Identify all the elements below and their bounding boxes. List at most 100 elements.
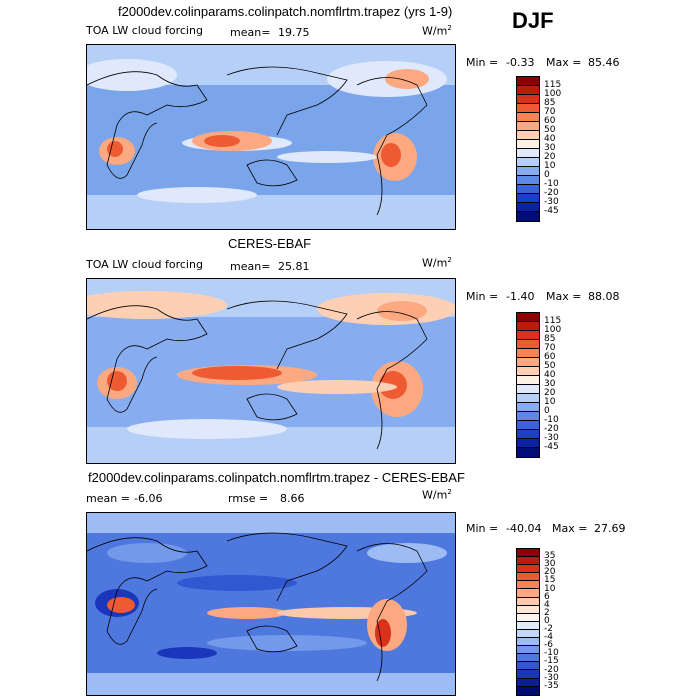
panel-1-mean-label: mean= xyxy=(230,26,271,39)
colorbar-swatch xyxy=(517,394,539,403)
colorbar-tick-label: -30 xyxy=(544,672,559,683)
colorbar-swatch xyxy=(517,448,539,457)
colorbar-swatch xyxy=(517,654,539,663)
panel-2-title: CERES-EBAF xyxy=(228,236,312,251)
colorbar-tick-label: 50 xyxy=(544,125,556,135)
panel-1-colorbar xyxy=(516,76,540,222)
colorbar-swatch xyxy=(517,621,539,630)
colorbar-tick-label: 35 xyxy=(544,551,556,562)
colorbar-tick-label: 50 xyxy=(544,361,556,371)
colorbar-swatch xyxy=(517,167,539,176)
panel-3-mean-value: -6.06 xyxy=(134,492,163,505)
panel-2-min-value: -1.40 xyxy=(506,290,535,303)
colorbar-swatch xyxy=(517,430,539,439)
colorbar-swatch xyxy=(517,565,539,574)
colorbar-tick-label: 100 xyxy=(544,325,562,335)
colorbar-swatch xyxy=(517,581,539,590)
colorbar-swatch xyxy=(517,322,539,331)
colorbar-tick-label: 115 xyxy=(544,316,562,326)
colorbar-tick-label: 4 xyxy=(544,599,550,610)
panel-2-mean-label: mean= xyxy=(230,260,271,273)
colorbar-tick-label: 6 xyxy=(544,591,550,602)
panel-2-colorbar xyxy=(516,312,540,458)
colorbar-swatch xyxy=(517,646,539,655)
colorbar-tick-label: 2 xyxy=(544,607,550,618)
panel-3-colorbar xyxy=(516,548,540,696)
colorbar-tick-label: 70 xyxy=(544,343,556,353)
colorbar-tick-label: -20 xyxy=(544,188,559,198)
colorbar-tick-label: 20 xyxy=(544,388,556,398)
colorbar-tick-label: 85 xyxy=(544,334,556,344)
colorbar-tick-label: 10 xyxy=(544,161,556,171)
colorbar-swatch xyxy=(517,122,539,131)
colorbar-swatch xyxy=(517,86,539,95)
colorbar-tick-label: -45 xyxy=(544,206,559,216)
colorbar-tick-label: 30 xyxy=(544,559,556,570)
colorbar-tick-label: -30 xyxy=(544,433,559,443)
colorbar-swatch xyxy=(517,597,539,606)
panel-3-mean-label: mean = xyxy=(86,492,130,505)
panel-2-mean-value: 25.81 xyxy=(278,260,310,273)
colorbar-swatch xyxy=(517,662,539,671)
colorbar-tick-label: 100 xyxy=(544,89,562,99)
colorbar-tick-label: 15 xyxy=(544,575,556,586)
colorbar-swatch xyxy=(517,385,539,394)
colorbar-swatch xyxy=(517,678,539,687)
colorbar-tick-label: -2 xyxy=(544,624,553,634)
panel-2-variable-label: TOA LW cloud forcing xyxy=(86,258,203,271)
colorbar-tick-label: 20 xyxy=(544,567,556,578)
panel-3-units: W/m2 xyxy=(422,488,452,502)
panel-3-rmse-label: rmse = xyxy=(228,492,269,505)
colorbar-swatch xyxy=(517,149,539,158)
panel-3-map xyxy=(86,512,456,696)
colorbar-swatch xyxy=(517,140,539,149)
panel-1-mean-value: 19.75 xyxy=(278,26,310,39)
colorbar-swatch xyxy=(517,439,539,448)
colorbar-swatch xyxy=(517,403,539,412)
season-label: DJF xyxy=(512,8,554,33)
colorbar-swatch xyxy=(517,605,539,614)
colorbar-tick-label: 85 xyxy=(544,98,556,108)
colorbar-tick-label: 30 xyxy=(544,143,556,153)
colorbar-tick-label: 10 xyxy=(544,397,556,407)
colorbar-tick-label: -35 xyxy=(544,680,559,691)
colorbar-swatch xyxy=(517,131,539,140)
colorbar-tick-label: -10 xyxy=(544,415,559,425)
colorbar-swatch xyxy=(517,613,539,622)
colorbar-tick-label: -6 xyxy=(544,640,553,651)
colorbar-swatch xyxy=(517,557,539,566)
colorbar-tick-label: 115 xyxy=(544,80,562,90)
colorbar-swatch xyxy=(517,158,539,167)
panel-1-min-value: -0.33 xyxy=(506,56,535,69)
colorbar-tick-label: 0 xyxy=(544,615,550,626)
panel-1-max-label: Max = xyxy=(546,56,582,69)
colorbar-swatch xyxy=(517,349,539,358)
colorbar-tick-label: 40 xyxy=(544,370,556,380)
colorbar-tick-label: 40 xyxy=(544,134,556,144)
colorbar-tick-label: 30 xyxy=(544,379,556,389)
colorbar-swatch xyxy=(517,77,539,86)
colorbar-swatch xyxy=(517,376,539,385)
colorbar-swatch xyxy=(517,212,539,221)
panel-2-units: W/m2 xyxy=(422,256,452,270)
colorbar-swatch xyxy=(517,313,539,322)
colorbar-swatch xyxy=(517,589,539,598)
colorbar-tick-label: -45 xyxy=(544,442,559,452)
colorbar-swatch xyxy=(517,367,539,376)
colorbar-swatch xyxy=(517,340,539,349)
colorbar-tick-label: -15 xyxy=(544,656,559,667)
panel-3-max-label: Max = xyxy=(552,522,588,535)
colorbar-tick-label: 20 xyxy=(544,152,556,162)
colorbar-swatch xyxy=(517,113,539,122)
colorbar-swatch xyxy=(517,549,539,558)
panel-1-min-label: Min = xyxy=(466,56,499,69)
colorbar-swatch xyxy=(517,203,539,212)
colorbar-swatch xyxy=(517,358,539,367)
colorbar-tick-label: 0 xyxy=(544,406,550,416)
colorbar-tick-label: 0 xyxy=(544,170,550,180)
panel-3-rmse-value: 8.66 xyxy=(280,492,305,505)
colorbar-swatch xyxy=(517,185,539,194)
colorbar-swatch xyxy=(517,194,539,203)
colorbar-tick-label: -20 xyxy=(544,424,559,434)
colorbar-swatch xyxy=(517,104,539,113)
